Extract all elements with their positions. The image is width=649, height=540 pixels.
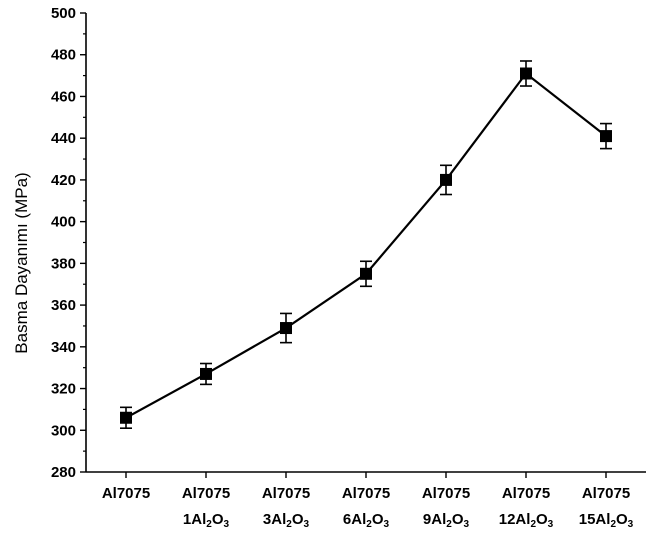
x-axis-ticks: Al7075 Al7075 1Al2O3 Al7075 3Al2O3 Al7075 6Al2… xyxy=(102,472,634,530)
x-tick-label: Al7075 xyxy=(582,485,630,502)
y-tick-label: 380 xyxy=(51,255,76,272)
x-tick-label: Al7075 xyxy=(342,485,390,502)
y-tick-label: 500 xyxy=(51,5,76,22)
y-tick-label: 400 xyxy=(51,214,76,231)
series-line xyxy=(125,71,607,419)
x-tick-label: Al7075 xyxy=(422,485,470,502)
x-tick-label: Al7075 xyxy=(102,485,150,502)
y-tick-label: 480 xyxy=(51,47,76,64)
x-tick-label-formula: 12Al2O3 xyxy=(499,511,554,530)
x-tick-label: Al7075 xyxy=(502,485,550,502)
data-point xyxy=(440,173,452,186)
data-point xyxy=(360,267,372,280)
data-point xyxy=(200,367,212,380)
x-tick-label: Al7075 xyxy=(262,485,310,502)
y-axis-title: Basma Dayanımı (MPa) xyxy=(12,172,31,353)
y-tick-label: 320 xyxy=(51,381,76,398)
x-tick-label-formula: 15Al2O3 xyxy=(579,511,634,530)
x-tick-label-formula: 1Al2O3 xyxy=(183,511,230,530)
x-tick-label-formula: 3Al2O3 xyxy=(263,511,310,530)
y-tick-label: 420 xyxy=(51,172,76,189)
y-tick-label: 360 xyxy=(51,297,76,314)
x-tick-label: Al7075 xyxy=(182,485,230,502)
y-tick-label: 340 xyxy=(51,339,76,356)
y-tick-label: 440 xyxy=(51,130,76,147)
y-axis-ticks: 280 300 320 340 360 380 400 420 440 460 480 500 xyxy=(51,5,86,481)
data-point xyxy=(600,130,612,143)
x-tick-label-formula: 9Al2O3 xyxy=(423,511,470,530)
data-point xyxy=(280,322,292,335)
data-point xyxy=(120,411,132,424)
axes xyxy=(85,13,646,473)
y-tick-label: 280 xyxy=(51,464,76,481)
x-tick-label-formula: 6Al2O3 xyxy=(343,511,390,530)
data-series xyxy=(120,60,612,429)
data-point xyxy=(520,67,532,80)
y-tick-label: 460 xyxy=(51,88,76,105)
y-tick-label: 300 xyxy=(51,422,76,439)
